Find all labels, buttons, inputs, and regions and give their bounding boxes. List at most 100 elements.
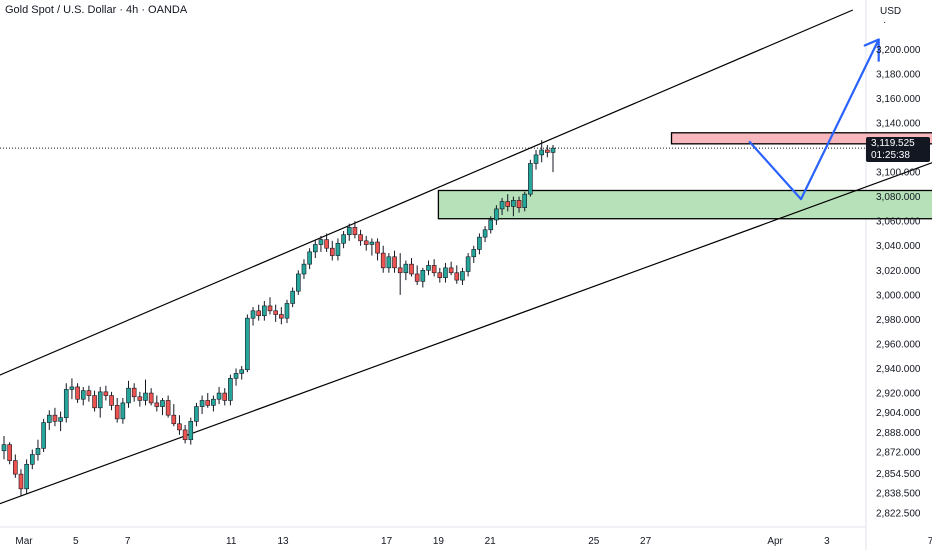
arrow-head-icon (863, 38, 880, 47)
candle-body (290, 290, 295, 304)
candle (414, 265, 420, 286)
candle (205, 393, 211, 408)
candle-body (324, 239, 329, 249)
candle-body (545, 149, 550, 153)
x-tick-label: 3 (824, 536, 830, 547)
candle-body (448, 267, 454, 274)
candle-body (307, 251, 312, 265)
x-tick-label: 13 (277, 536, 289, 547)
candle (437, 267, 443, 283)
channel-upper-line[interactable] (0, 9, 854, 398)
candle (550, 145, 556, 173)
candle-body (58, 417, 63, 422)
candle (296, 270, 301, 295)
candle-body (256, 310, 261, 317)
x-tick-label: 5 (73, 536, 79, 547)
currency-label[interactable]: USD (880, 6, 902, 17)
candle-body (103, 391, 109, 396)
candle (199, 395, 205, 414)
candle (63, 383, 69, 423)
candle (13, 454, 18, 478)
candle-body (528, 163, 533, 195)
candle (120, 397, 126, 424)
candle (222, 388, 228, 406)
candle-body (114, 405, 120, 420)
candle (528, 159, 533, 197)
candle-body (245, 317, 250, 371)
y-tick-label: 3,020.000 (876, 266, 921, 277)
candle (499, 197, 505, 216)
candle (97, 386, 103, 418)
candle-body (46, 414, 52, 423)
candle (35, 439, 41, 461)
y-tick-label: 3,000.000 (876, 290, 921, 301)
y-tick-label: 2,888.000 (876, 428, 921, 439)
candle-body (505, 201, 511, 207)
candle (109, 391, 114, 411)
candle (126, 380, 131, 408)
y-tick-label: 2,960.000 (876, 339, 921, 350)
candle (86, 385, 92, 402)
candle-body (7, 444, 12, 461)
candle (29, 449, 35, 470)
candle-body (267, 305, 273, 312)
candle (211, 395, 216, 412)
candle (505, 194, 511, 212)
candle-body (228, 378, 233, 401)
y-tick-label: 3,200.000 (876, 45, 921, 56)
candle-body (346, 227, 352, 235)
candle-body (301, 263, 307, 275)
projection-path[interactable] (748, 38, 880, 201)
candle (465, 253, 471, 277)
candle-body (335, 242, 341, 256)
candle-body (18, 473, 24, 490)
x-tick-label: 7 (928, 536, 932, 547)
candle-body (177, 423, 182, 431)
candle (216, 386, 222, 405)
time-axis[interactable]: Mar5711131719212527Apr3791115 (15, 536, 932, 547)
candle (1, 436, 7, 460)
candle (80, 386, 86, 406)
candle-body (262, 305, 267, 317)
x-tick-label: 25 (588, 536, 600, 547)
candle-body (97, 391, 103, 409)
candle-body (199, 400, 205, 407)
candle (239, 366, 245, 380)
candle-body (312, 244, 318, 253)
candle (290, 287, 295, 308)
candle (228, 374, 233, 406)
candle (194, 402, 199, 427)
supply-zone[interactable] (670, 132, 932, 145)
x-tick-label: 19 (433, 536, 445, 547)
candle (188, 417, 194, 445)
candle-body (494, 208, 499, 221)
candle-body (511, 200, 516, 207)
candle-body (131, 387, 137, 398)
candle (273, 304, 278, 322)
candle-body (409, 263, 414, 275)
candle (160, 397, 165, 416)
candle (324, 233, 329, 252)
candle (471, 245, 477, 263)
candle (233, 368, 239, 386)
candle-body (499, 201, 505, 210)
y-tick-label: 3,040.000 (876, 241, 921, 252)
candle-body (318, 239, 324, 245)
price-axis[interactable]: 3,200.000 3,180.000 3,160.000 3,140.000 3,10… (876, 45, 921, 520)
channel-lower-line[interactable] (0, 125, 932, 523)
candle-body (352, 227, 358, 235)
candle-body (329, 247, 335, 256)
candle-body (160, 400, 165, 407)
candle-body (386, 256, 392, 269)
y-tick-label: 2,838.500 (876, 489, 921, 500)
candle (352, 221, 358, 239)
candle-body (358, 234, 363, 242)
y-tick-label: 3,160.000 (876, 94, 921, 105)
candle (256, 304, 261, 321)
candle (7, 442, 12, 465)
last-price-tag: 3,119.525 01:25:38 (866, 137, 930, 162)
candle-body (437, 272, 443, 278)
candle-body (443, 267, 448, 278)
candle (380, 245, 386, 273)
